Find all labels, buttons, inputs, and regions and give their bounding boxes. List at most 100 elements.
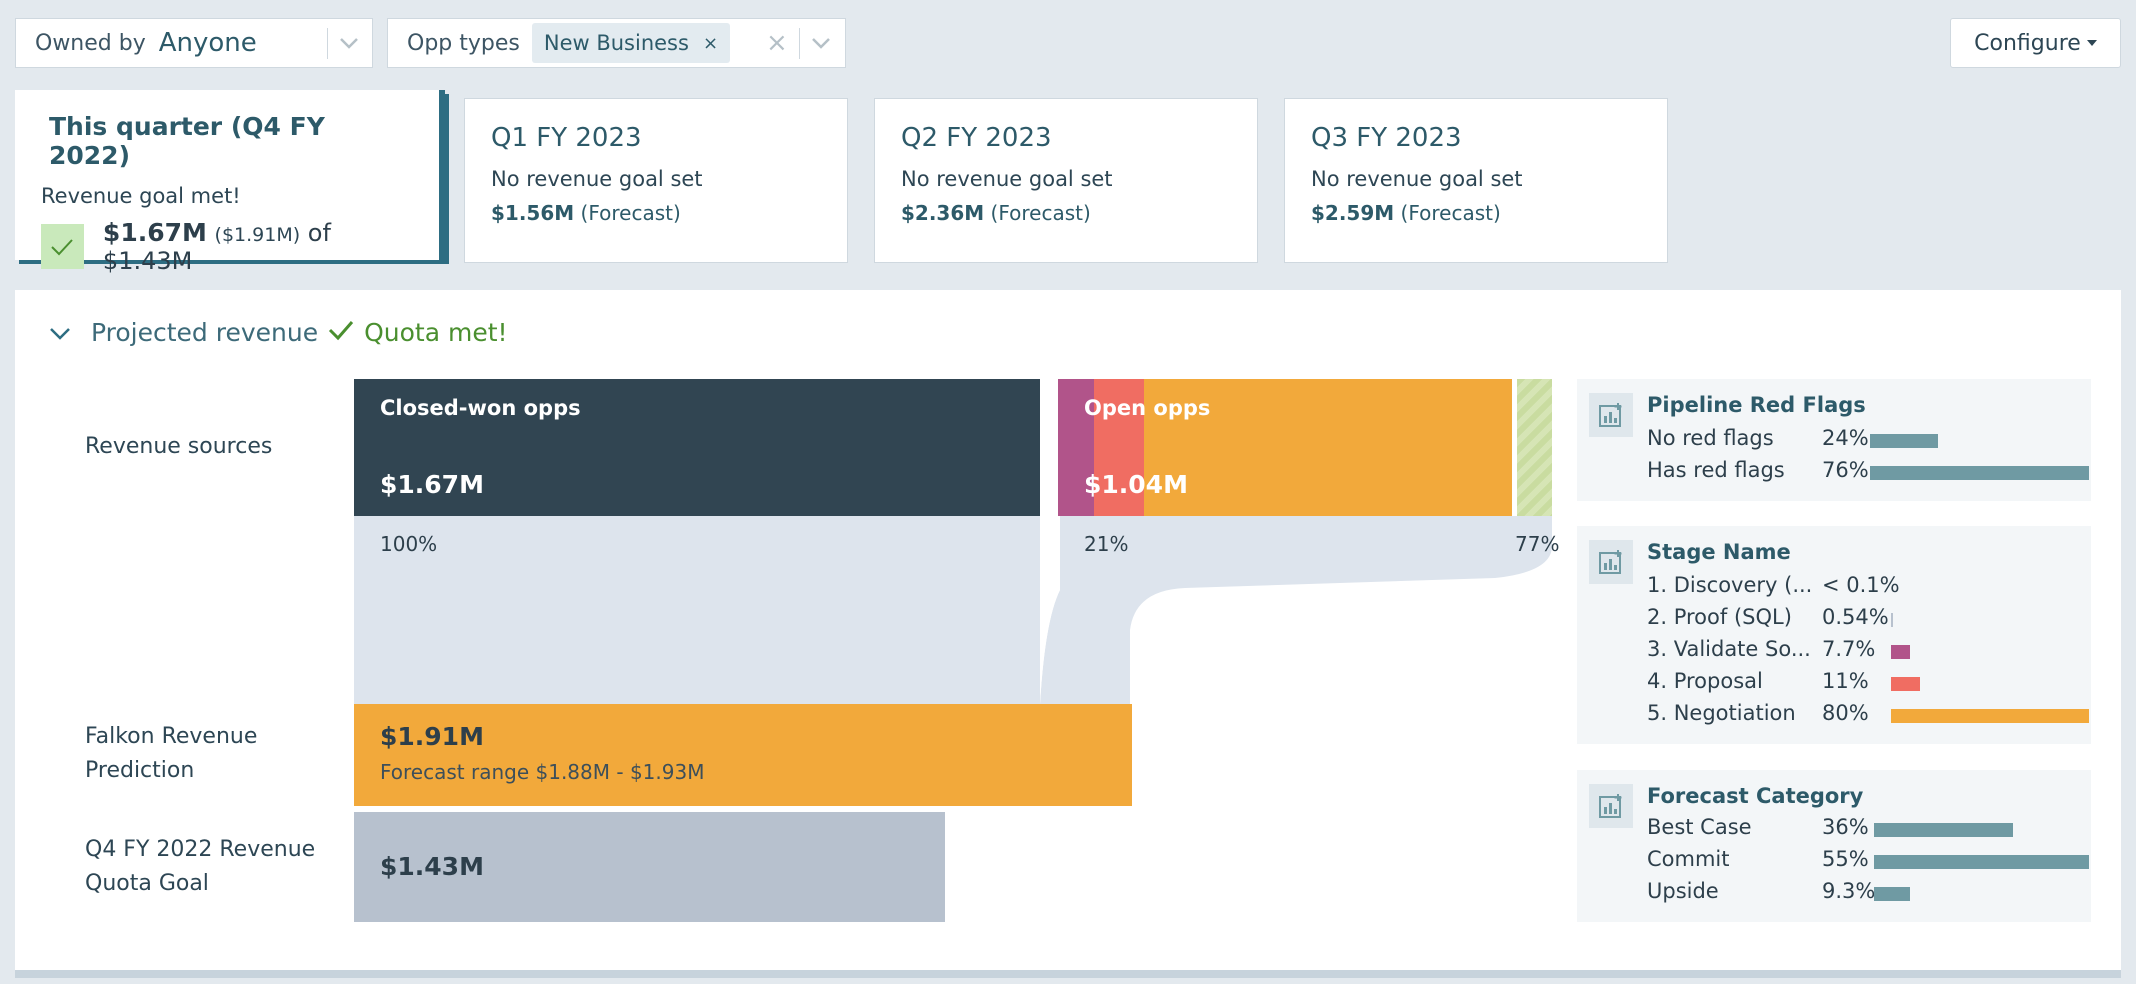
check-icon [328,318,354,347]
projected-revenue-header[interactable]: Projected revenue Quota met! [49,318,508,347]
owner-filter-value: Anyone [158,28,257,58]
flow-divider [1133,581,1506,704]
prediction-label: Falkon Revenue Prediction [85,724,258,783]
flow-closed-band [354,516,1040,704]
red-flags-row-pct: 76% [1822,458,1869,482]
closed-won-label: Closed-won opps [380,396,581,420]
quarter-card-q1[interactable]: Q1 FY 2023 No revenue goal set $1.56M (F… [464,98,848,263]
red-flags-row-label: Has red flags [1647,458,1785,482]
quarter-forecast-line: $2.59M (Forecast) [1311,201,1641,225]
red-flags-panel: Pipeline Red Flags No red flags 24% Has … [1577,379,2091,501]
stage-row-pct: 7.7% [1822,637,1876,661]
open-stage4-segment[interactable] [1094,379,1144,516]
red-flags-bar [1870,466,2089,480]
flow-open-band [1040,516,1552,704]
chart-icon[interactable] [1589,784,1633,828]
quarter-title: This quarter (Q4 FY 2022) [49,112,325,170]
red-flags-row-label: No red flags [1647,426,1774,450]
opp-types-filter-label: Opp types [407,30,520,56]
quarter-status: Revenue goal met! [41,184,241,208]
quarter-forecast-note: (Forecast) [990,201,1091,225]
quota-goal-label: Q4 FY 2022 Revenue Quota Goal [85,837,316,896]
forecast-row-label: Commit [1647,847,1730,871]
quarter-status: No revenue goal set [901,167,1113,191]
quarter-forecast-line: $2.36M (Forecast) [901,201,1231,225]
forecast-row-label: Best Case [1647,815,1752,839]
quarter-card-q3[interactable]: Q3 FY 2023 No revenue goal set $2.59M (F… [1284,98,1668,263]
forecast-category-title: Forecast Category [1647,784,1864,808]
other-pct: 77% [1515,532,1560,556]
quarter-forecast-note: (Forecast) [1400,201,1501,225]
opp-types-filter-divider [799,28,800,59]
quarter-amount: $1.67M [102,218,207,247]
stage-row-pct: < 0.1% [1822,573,1900,597]
forecast-row-pct: 9.3% [1822,879,1876,903]
red-flags-bar [1870,434,1938,448]
quarter-title: Q2 FY 2023 [901,123,1052,153]
prediction-range: Forecast range $1.88M - $1.93M [380,760,705,784]
owner-filter[interactable]: Owned by Anyone [15,18,373,68]
stage-name-panel: Stage Name 1. Discovery (... < 0.1% 2. P… [1577,526,2091,744]
owner-filter-label: Owned by [35,30,146,56]
check-icon [41,224,84,269]
closed-won-segment[interactable] [354,379,1040,516]
quarter-card-current[interactable]: This quarter (Q4 FY 2022) Revenue goal m… [15,90,445,275]
quota-value: $1.43M [380,852,484,881]
clear-icon[interactable]: × [766,28,788,58]
open-stage3-segment[interactable] [1058,379,1094,516]
stage-bar [1891,645,1910,659]
closed-won-value: $1.67M [380,470,484,499]
open-negotiation-segment[interactable] [1144,379,1512,516]
chevron-down-icon[interactable] [49,318,71,347]
chart-icon[interactable] [1589,393,1633,437]
quarter-status: No revenue goal set [1311,167,1523,191]
open-opps-pct: 21% [1084,532,1129,556]
closed-won-pct: 100% [380,532,438,556]
quarter-forecast-line: $1.56M (Forecast) [491,201,821,225]
open-opps-label: Open opps [1084,396,1211,420]
quota-bar[interactable] [354,812,945,922]
quarter-title: Q1 FY 2023 [491,123,642,153]
quarter-forecast: ($1.91M) [214,224,301,246]
stage-row-label: 5. Negotiation [1647,701,1796,725]
configure-button[interactable]: Configure [1950,18,2121,68]
red-flags-title: Pipeline Red Flags [1647,393,1866,417]
chevron-down-icon[interactable] [806,19,836,67]
stage-row-pct: 0.54% [1822,605,1889,629]
flow-gap [1040,516,1060,704]
quarter-forecast-note: (Forecast) [580,201,681,225]
quarter-amount: $2.36M [901,201,985,225]
chart-icon[interactable] [1589,540,1633,584]
forecast-row-pct: 36% [1822,815,1869,839]
forecast-row-pct: 55% [1822,847,1869,871]
owner-filter-divider [327,28,328,59]
caret-down-icon [2086,40,2097,46]
stage-bar [1891,613,1893,627]
prediction-value: $1.91M [380,722,484,751]
quarter-amount-line: $1.67M ($1.91M) of $1.43M [103,218,413,275]
quarter-goal: of $1.43M [102,219,331,275]
forecast-bar [1874,823,2013,837]
red-flags-row-pct: 24% [1822,426,1869,450]
quarter-status: No revenue goal set [491,167,703,191]
quota-met-label: Quota met! [364,318,508,347]
other-segment[interactable] [1517,379,1552,516]
configure-label: Configure [1974,30,2081,56]
opp-type-chip: New Business × [531,23,731,63]
opp-types-filter[interactable]: Opp types New Business × × [387,18,846,68]
prediction-bar[interactable] [354,704,1132,806]
projected-revenue-panel: Projected revenue Quota met! Revenue sou… [15,290,2121,970]
quarter-amount: $2.59M [1311,201,1395,225]
chip-remove-icon[interactable]: × [702,32,719,54]
stage-row-label: 2. Proof (SQL) [1647,605,1792,629]
chevron-down-icon[interactable] [334,19,364,67]
stage-row-label: 3. Validate So... [1647,637,1811,661]
forecast-bar [1874,855,2089,869]
forecast-row-label: Upside [1647,879,1719,903]
open-opps-value: $1.04M [1084,470,1188,499]
revenue-flow-diagram [354,516,1552,704]
opp-type-chip-label: New Business [543,31,689,55]
stage-name-title: Stage Name [1647,540,1791,564]
stage-bar [1891,709,2089,723]
quarter-card-q2[interactable]: Q2 FY 2023 No revenue goal set $2.36M (F… [874,98,1258,263]
